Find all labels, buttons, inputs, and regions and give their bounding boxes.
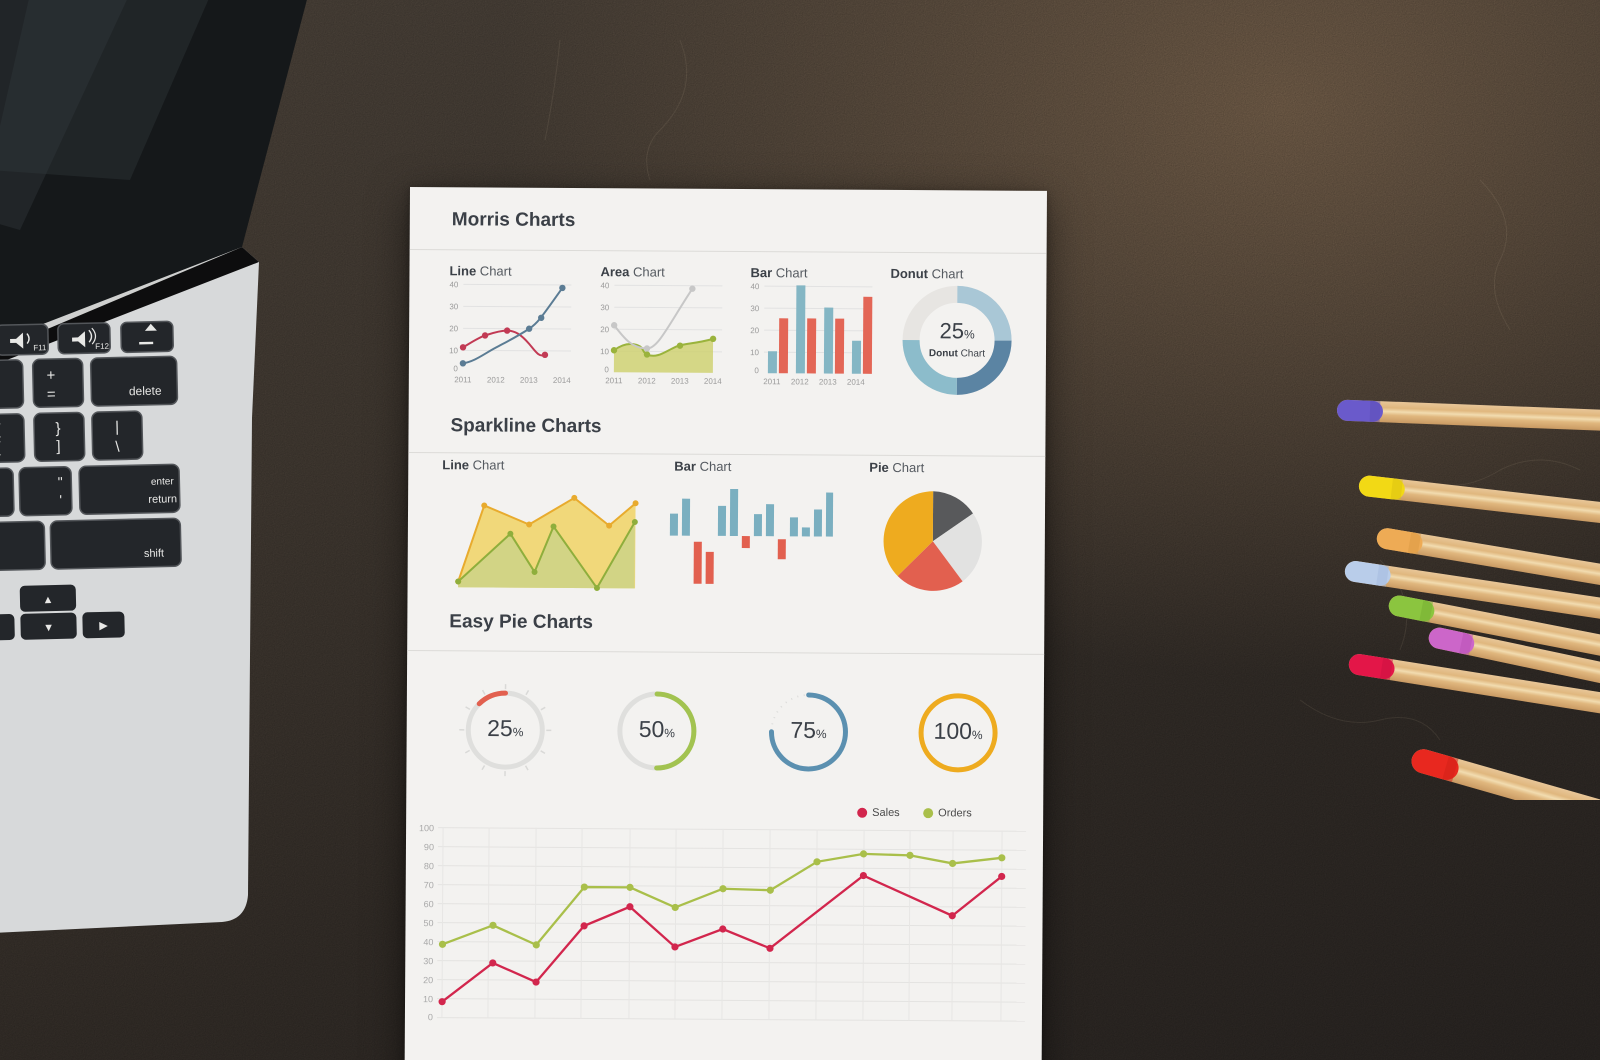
svg-text:10: 10	[750, 348, 760, 357]
svg-text:20: 20	[750, 326, 760, 335]
svg-text:2011: 2011	[605, 376, 623, 385]
svg-text:0: 0	[754, 366, 759, 375]
svg-text:20: 20	[449, 324, 459, 333]
svg-text:': '	[59, 492, 62, 508]
svg-text:2011: 2011	[763, 377, 781, 386]
svg-text:2012: 2012	[487, 375, 505, 384]
svg-text:40: 40	[750, 282, 760, 291]
svg-text:+: +	[46, 367, 55, 384]
svg-text:100%: 100%	[933, 718, 983, 744]
svg-text:2014: 2014	[553, 376, 571, 385]
svg-text:2011: 2011	[454, 375, 472, 384]
svg-text:80: 80	[424, 861, 434, 871]
svg-text:100: 100	[419, 823, 434, 833]
svg-text:25%: 25%	[939, 318, 975, 343]
svg-text:25%: 25%	[487, 715, 524, 741]
svg-text:40: 40	[600, 281, 610, 290]
svg-text:delete: delete	[129, 384, 162, 399]
svg-text:Orders: Orders	[938, 807, 972, 819]
svg-text:0: 0	[428, 1012, 433, 1022]
svg-text:Sales: Sales	[872, 807, 900, 819]
svg-text:0: 0	[604, 365, 609, 374]
svg-text:60: 60	[424, 899, 434, 909]
svg-text:enter: enter	[151, 476, 175, 488]
svg-text:Donut Chart: Donut Chart	[929, 348, 985, 359]
svg-text:40: 40	[423, 937, 433, 947]
svg-text:20: 20	[423, 975, 433, 985]
svg-text:2012: 2012	[638, 376, 656, 385]
svg-text:]: ]	[56, 438, 61, 455]
svg-text:return: return	[148, 493, 177, 506]
svg-text:2013: 2013	[671, 377, 689, 386]
svg-text:10: 10	[600, 347, 610, 356]
svg-text:50%: 50%	[639, 716, 676, 742]
svg-text:20: 20	[600, 325, 610, 334]
svg-text:2014: 2014	[847, 378, 865, 387]
svg-text:90: 90	[424, 842, 434, 852]
svg-text:0: 0	[453, 364, 458, 373]
svg-text:▼: ▼	[43, 622, 54, 634]
svg-text:▶: ▶	[99, 620, 108, 632]
svg-text:": "	[58, 474, 63, 490]
svg-text:10: 10	[423, 994, 433, 1004]
svg-text:}: }	[55, 420, 60, 437]
svg-text:2012: 2012	[791, 377, 809, 386]
svg-text:50: 50	[423, 918, 433, 928]
svg-text:shift: shift	[144, 548, 164, 560]
svg-text:2014: 2014	[704, 377, 722, 386]
svg-text:70: 70	[424, 880, 434, 890]
svg-text:2013: 2013	[520, 376, 538, 385]
svg-text:|: |	[115, 419, 119, 436]
svg-text:10: 10	[449, 346, 459, 355]
svg-text:75%: 75%	[790, 717, 827, 743]
svg-text:▲: ▲	[42, 594, 53, 606]
svg-text:2013: 2013	[819, 378, 837, 387]
svg-text:F12: F12	[95, 342, 110, 351]
svg-text:30: 30	[423, 956, 433, 966]
svg-text:F11: F11	[33, 343, 47, 352]
svg-text:30: 30	[750, 304, 760, 313]
svg-text:30: 30	[600, 303, 610, 312]
svg-text:40: 40	[449, 280, 459, 289]
svg-text:=: =	[47, 386, 56, 403]
svg-text:30: 30	[449, 302, 459, 311]
